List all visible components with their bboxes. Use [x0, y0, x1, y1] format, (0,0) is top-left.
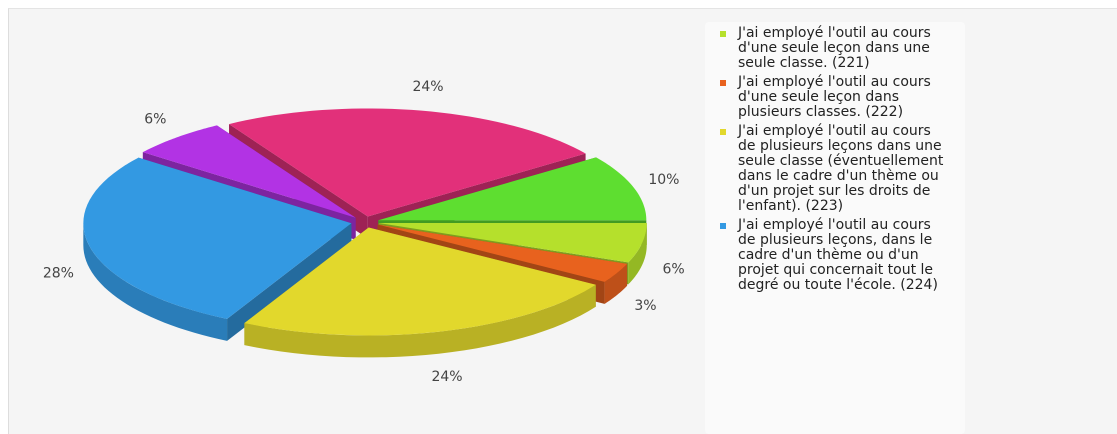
slice-top: [83, 157, 352, 319]
data-label: 6%: [662, 262, 684, 278]
legend-item: J'ai employé l'outil au cours d'une seul…: [705, 26, 948, 71]
legend-item: J'ai employé l'outil au cours de plusieu…: [705, 124, 948, 214]
data-label: 3%: [634, 298, 656, 314]
slice-top: [378, 223, 647, 263]
legend-label: J'ai employé l'outil au cours de plusieu…: [738, 123, 944, 214]
slice-wall: [83, 223, 228, 341]
slice-top: [377, 224, 628, 282]
legend-item: J'ai employé l'outil au cours de plusieu…: [705, 218, 948, 293]
slice: [244, 227, 596, 358]
slice-wall: [628, 223, 647, 285]
slice-wall: [244, 284, 596, 358]
legend-swatch: [720, 80, 726, 86]
data-label: 6%: [144, 112, 166, 128]
legend-label: J'ai employé l'outil au cours d'une seul…: [738, 25, 931, 71]
slice: [83, 157, 352, 341]
legend-label: J'ai employé l'outil au cours de plusieu…: [738, 217, 938, 293]
slice-top: [378, 157, 647, 221]
slice-top: [229, 108, 586, 217]
slice-top: [244, 227, 596, 336]
data-label: 28%: [43, 266, 74, 282]
slice-side: [227, 223, 352, 341]
data-label: 24%: [431, 369, 462, 385]
legend-swatch: [720, 31, 726, 37]
legend-swatch: [720, 129, 726, 135]
legend: J'ai employé l'outil au cours d'une seul…: [705, 22, 965, 434]
slice-top: [142, 125, 356, 218]
legend-label: J'ai employé l'outil au cours d'une seul…: [738, 74, 931, 120]
legend-swatch: [720, 223, 726, 229]
legend-item: J'ai employé l'outil au cours d'une seul…: [705, 75, 948, 120]
data-label: 10%: [648, 172, 679, 188]
slice-wall: [604, 263, 628, 304]
data-label: 24%: [412, 79, 443, 95]
